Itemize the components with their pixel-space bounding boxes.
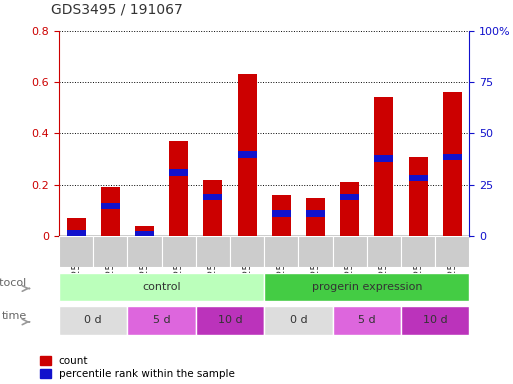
Bar: [67, 218, 86, 236]
Bar: [264, 306, 332, 335]
Bar: [204, 194, 222, 200]
Bar: [272, 195, 291, 236]
Bar: [162, 236, 196, 267]
Bar: [264, 273, 469, 301]
Bar: [409, 174, 427, 181]
Text: protocol: protocol: [0, 278, 27, 288]
Text: 5 d: 5 d: [358, 315, 376, 326]
Bar: [264, 236, 299, 267]
Bar: [306, 210, 325, 217]
Text: 10 d: 10 d: [423, 315, 447, 326]
Text: 0 d: 0 d: [84, 315, 102, 326]
Bar: [59, 236, 93, 267]
Text: 5 d: 5 d: [153, 315, 170, 326]
Bar: [93, 236, 127, 267]
Bar: [230, 236, 264, 267]
Bar: [367, 236, 401, 267]
Bar: [238, 151, 256, 158]
Bar: [374, 155, 393, 162]
Bar: [169, 141, 188, 236]
Bar: [196, 306, 264, 335]
Bar: [59, 306, 127, 335]
Text: time: time: [2, 311, 27, 321]
Bar: [204, 180, 222, 236]
Bar: [135, 231, 154, 237]
Bar: [401, 236, 435, 267]
Bar: [101, 203, 120, 209]
Bar: [67, 230, 86, 236]
Text: 10 d: 10 d: [218, 315, 242, 326]
Bar: [435, 236, 469, 267]
Bar: [238, 74, 256, 236]
Bar: [374, 98, 393, 236]
Bar: [196, 236, 230, 267]
Bar: [272, 210, 291, 217]
Text: 0 d: 0 d: [289, 315, 307, 326]
Bar: [59, 273, 264, 301]
Bar: [401, 306, 469, 335]
Legend: count, percentile rank within the sample: count, percentile rank within the sample: [40, 356, 235, 379]
Text: GDS3495 / 191067: GDS3495 / 191067: [51, 2, 183, 17]
Bar: [101, 187, 120, 236]
Bar: [299, 236, 332, 267]
Bar: [306, 198, 325, 236]
Bar: [169, 169, 188, 176]
Bar: [127, 306, 196, 335]
Bar: [443, 154, 462, 161]
Bar: [127, 236, 162, 267]
Text: control: control: [142, 282, 181, 292]
Bar: [332, 306, 401, 335]
Text: progerin expression: progerin expression: [311, 282, 422, 292]
Bar: [332, 236, 367, 267]
Bar: [340, 194, 359, 200]
Bar: [443, 92, 462, 236]
Bar: [409, 157, 427, 236]
Bar: [340, 182, 359, 236]
Bar: [135, 226, 154, 236]
